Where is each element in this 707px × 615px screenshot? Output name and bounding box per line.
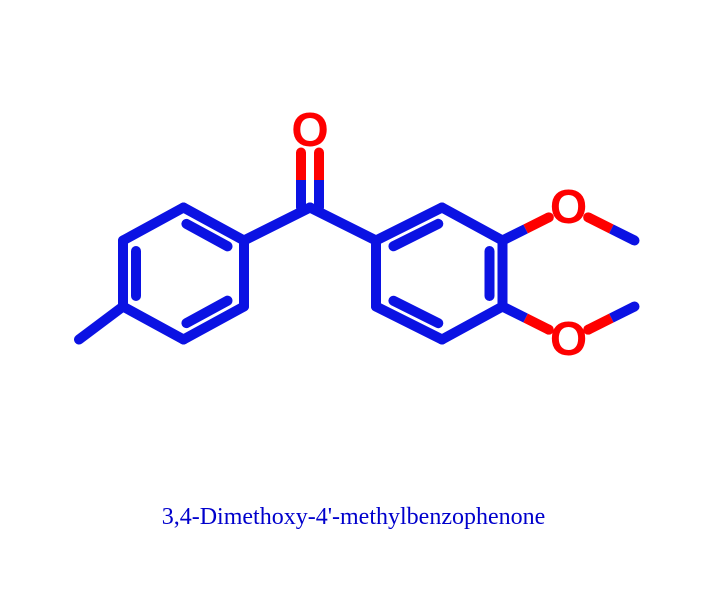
o-atom-label: O [291, 104, 328, 157]
o-atom-label: O [550, 313, 587, 366]
compound-name: 3,4-Dimethoxy-4'-methylbenzophenone [0, 504, 707, 531]
o-atom-label: O [550, 181, 587, 234]
